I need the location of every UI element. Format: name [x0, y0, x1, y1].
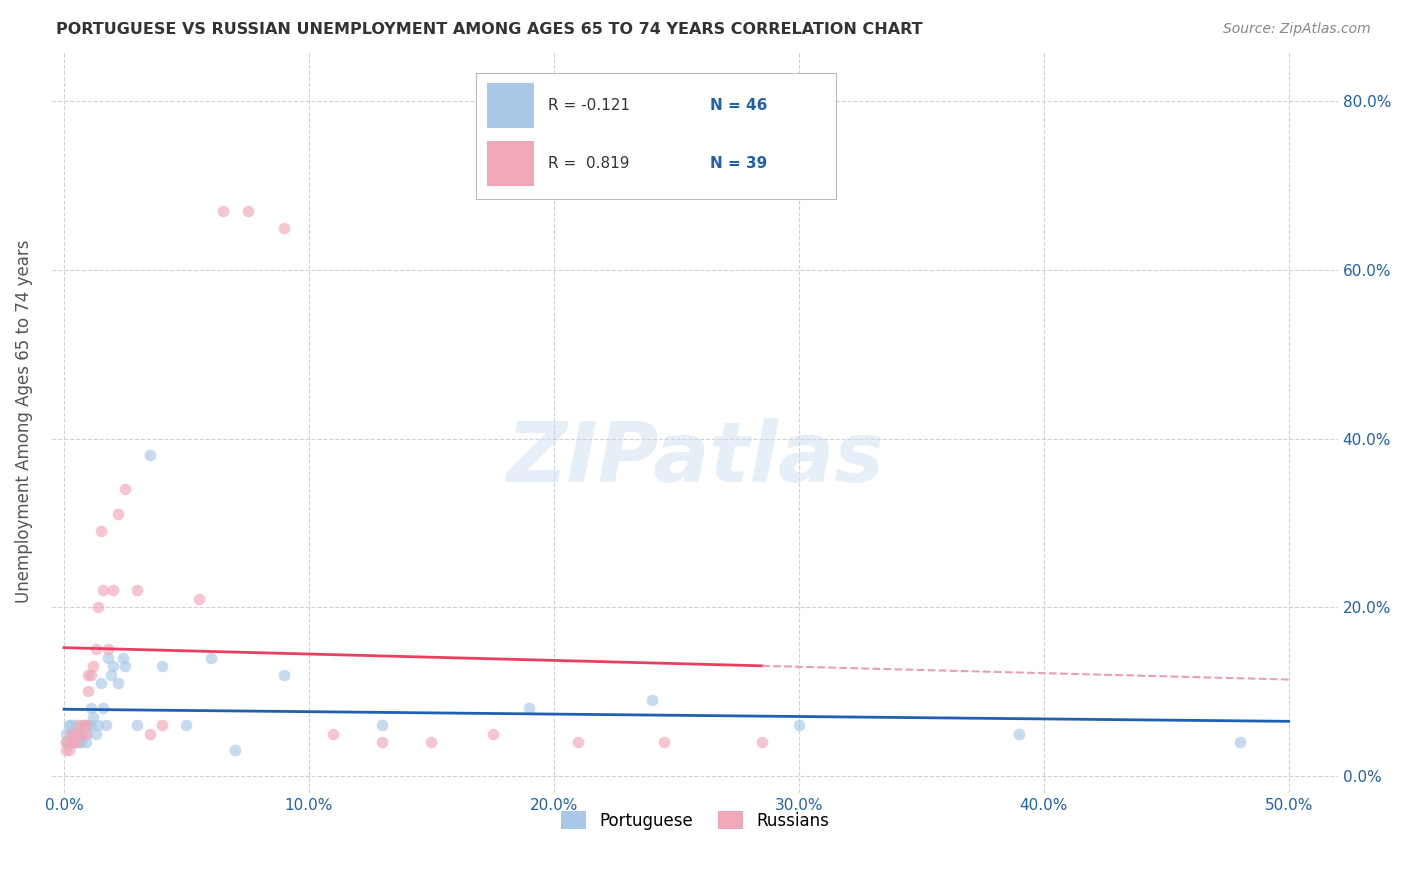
Point [77, 667, 100, 681]
Point [65, 735, 87, 749]
Point [94, 718, 117, 732]
Point [101, 583, 124, 598]
Point [72, 718, 94, 732]
Point [107, 508, 129, 522]
Point [70, 726, 93, 740]
Point [55, 726, 77, 740]
Point [67, 718, 90, 732]
Point [187, 591, 209, 606]
Point [212, 203, 235, 218]
Point [751, 735, 773, 749]
Point [127, 718, 149, 732]
Y-axis label: Unemployment Among Ages 65 to 74 years: Unemployment Among Ages 65 to 74 years [15, 240, 32, 603]
Point [58, 743, 80, 757]
Point [55, 735, 77, 749]
Point [60, 718, 83, 732]
Point [58, 718, 80, 732]
Point [84, 642, 107, 657]
Point [787, 718, 810, 732]
Legend: Portuguese, Russians: Portuguese, Russians [554, 805, 835, 837]
Point [371, 718, 394, 732]
Point [67, 726, 90, 740]
Point [114, 659, 136, 673]
Point [77, 718, 100, 732]
Point [224, 743, 246, 757]
Point [67, 735, 90, 749]
Point [87, 600, 110, 615]
Point [273, 667, 295, 681]
Point [77, 684, 100, 698]
Text: PORTUGUESE VS RUSSIAN UNEMPLOYMENT AMONG AGES 65 TO 74 YEARS CORRELATION CHART: PORTUGUESE VS RUSSIAN UNEMPLOYMENT AMONG… [56, 22, 922, 37]
Point [567, 735, 589, 749]
Point [90, 524, 112, 539]
Point [60, 726, 83, 740]
Point [107, 676, 129, 690]
Text: Source: ZipAtlas.com: Source: ZipAtlas.com [1223, 22, 1371, 37]
Point [1008, 726, 1031, 740]
Point [652, 735, 675, 749]
Point [60, 735, 83, 749]
Point [91, 583, 114, 598]
Point [97, 642, 120, 657]
Point [100, 667, 122, 681]
Point [58, 735, 80, 749]
Point [72, 718, 94, 732]
Point [138, 449, 160, 463]
Point [62, 726, 84, 740]
Point [82, 710, 104, 724]
Point [127, 583, 149, 598]
Point [58, 735, 80, 749]
Point [80, 667, 103, 681]
Point [273, 220, 295, 235]
Point [70, 726, 93, 740]
Point [1229, 735, 1251, 749]
Point [55, 743, 77, 757]
Point [371, 735, 394, 749]
Point [80, 701, 103, 715]
Point [70, 735, 93, 749]
Point [60, 726, 83, 740]
Point [519, 701, 541, 715]
Point [65, 726, 87, 740]
Point [150, 718, 173, 732]
Point [65, 735, 87, 749]
Point [75, 735, 97, 749]
Point [55, 735, 77, 749]
Point [75, 726, 97, 740]
Point [87, 718, 110, 732]
Point [80, 718, 103, 732]
Point [481, 726, 503, 740]
Point [200, 650, 222, 665]
Text: ZIPatlas: ZIPatlas [506, 418, 883, 500]
Point [62, 735, 84, 749]
Point [91, 701, 114, 715]
Point [138, 726, 160, 740]
Point [236, 203, 259, 218]
Point [101, 659, 124, 673]
Point [82, 659, 104, 673]
Point [176, 718, 198, 732]
Point [641, 693, 664, 707]
Point [322, 726, 344, 740]
Point [97, 650, 120, 665]
Point [65, 718, 87, 732]
Point [420, 735, 443, 749]
Point [75, 726, 97, 740]
Point [150, 659, 173, 673]
Point [62, 735, 84, 749]
Point [111, 650, 134, 665]
Point [75, 718, 97, 732]
Point [114, 482, 136, 496]
Point [90, 676, 112, 690]
Point [84, 726, 107, 740]
